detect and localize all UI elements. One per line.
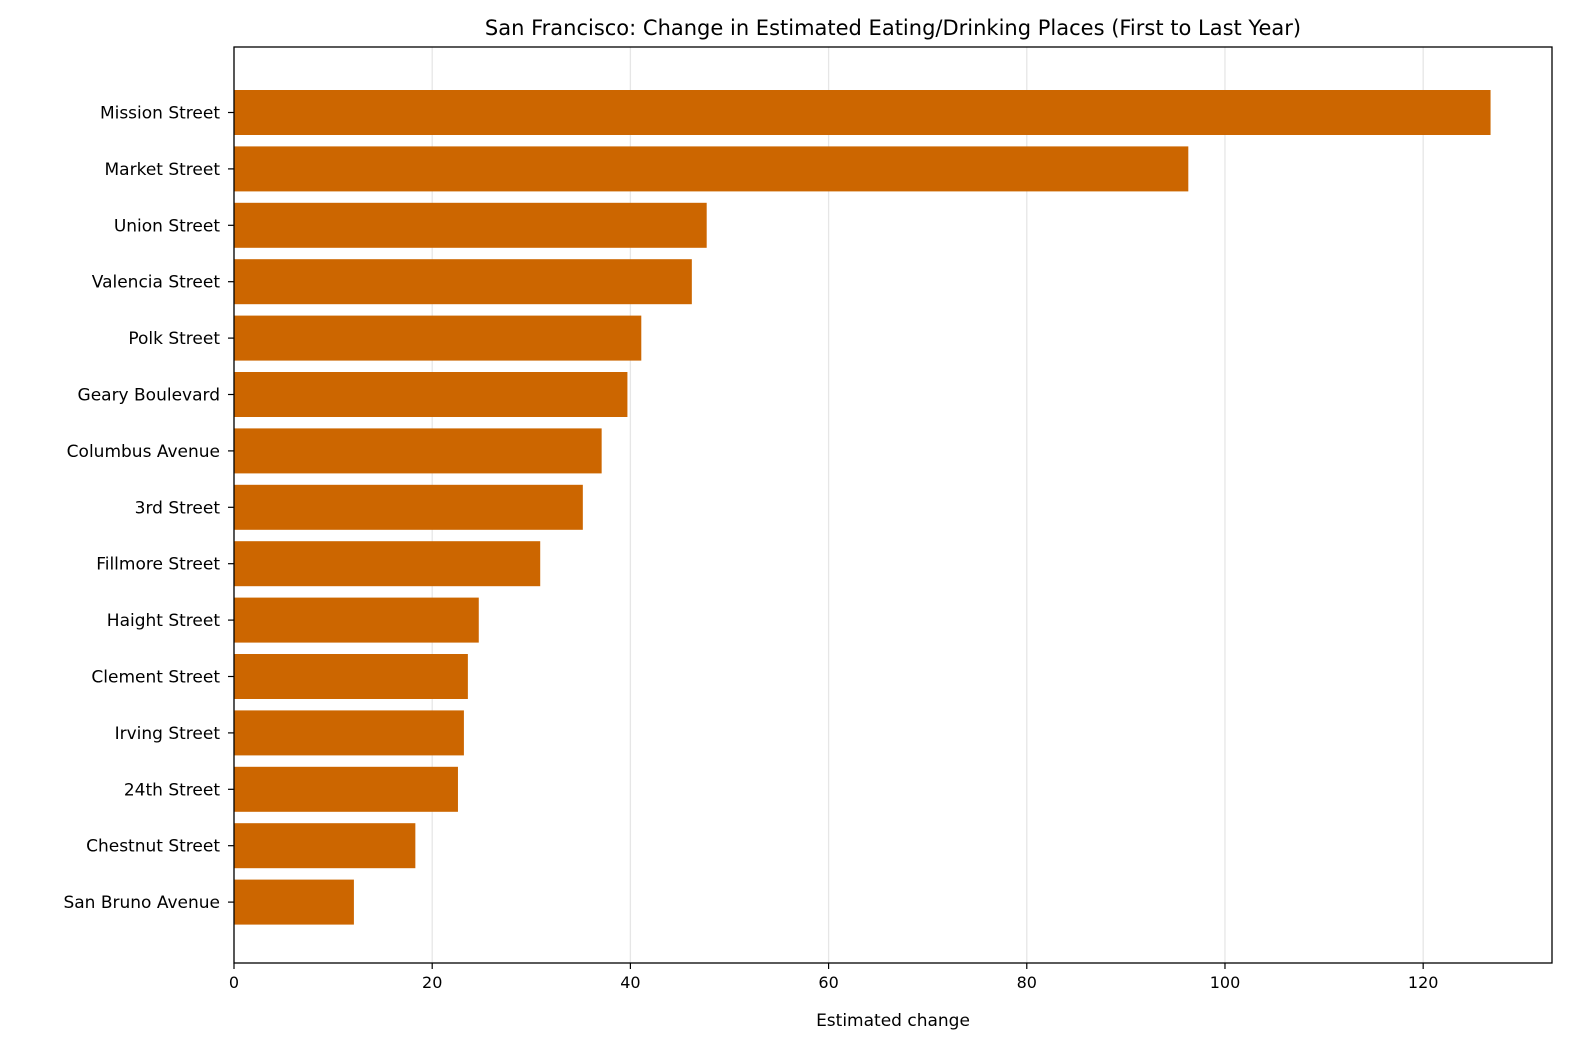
bar	[234, 766, 458, 812]
bar	[234, 428, 602, 474]
y-tick-label: Fillmore Street	[96, 555, 220, 575]
y-tick-label: Valencia Street	[92, 273, 221, 293]
y-tick-label: 24th Street	[124, 780, 220, 800]
x-tick-label: 60	[818, 973, 838, 992]
y-tick-label: Geary Boulevard	[78, 386, 220, 406]
x-tick-label: 40	[620, 973, 640, 992]
chart-title: San Francisco: Change in Estimated Eatin…	[485, 16, 1301, 40]
y-tick-label: Haight Street	[107, 611, 221, 631]
bar	[234, 146, 1189, 192]
bar	[234, 710, 464, 756]
y-tick-label: Irving Street	[115, 724, 221, 744]
y-tick-label: Clement Street	[91, 668, 220, 688]
bar	[234, 372, 628, 417]
bar	[234, 90, 1491, 135]
bar	[234, 654, 468, 699]
y-tick-label: San Bruno Avenue	[63, 893, 220, 913]
x-tick-label: 0	[229, 973, 239, 992]
y-tick-label: Market Street	[105, 160, 221, 180]
bar	[234, 597, 479, 643]
x-tick-label: 100	[1210, 973, 1241, 992]
x-axis-label: Estimated change	[816, 1011, 970, 1031]
y-tick-label: Polk Street	[128, 329, 220, 349]
bar	[234, 823, 416, 869]
bar	[234, 259, 692, 305]
bar	[234, 541, 541, 587]
plot-frame	[233, 46, 1553, 964]
x-tick-label: 120	[1408, 973, 1439, 992]
y-tick-label: Mission Street	[100, 104, 220, 124]
x-tick-label: 20	[422, 973, 442, 992]
bar	[234, 879, 354, 925]
y-tick-label: Columbus Avenue	[67, 442, 220, 462]
y-tick-label: Chestnut Street	[86, 837, 220, 857]
y-tick-label: Union Street	[114, 216, 221, 236]
bar	[234, 484, 583, 530]
bar	[234, 202, 707, 248]
bar	[234, 315, 642, 361]
y-tick-label: 3rd Street	[135, 498, 221, 518]
x-tick-label: 80	[1017, 973, 1037, 992]
